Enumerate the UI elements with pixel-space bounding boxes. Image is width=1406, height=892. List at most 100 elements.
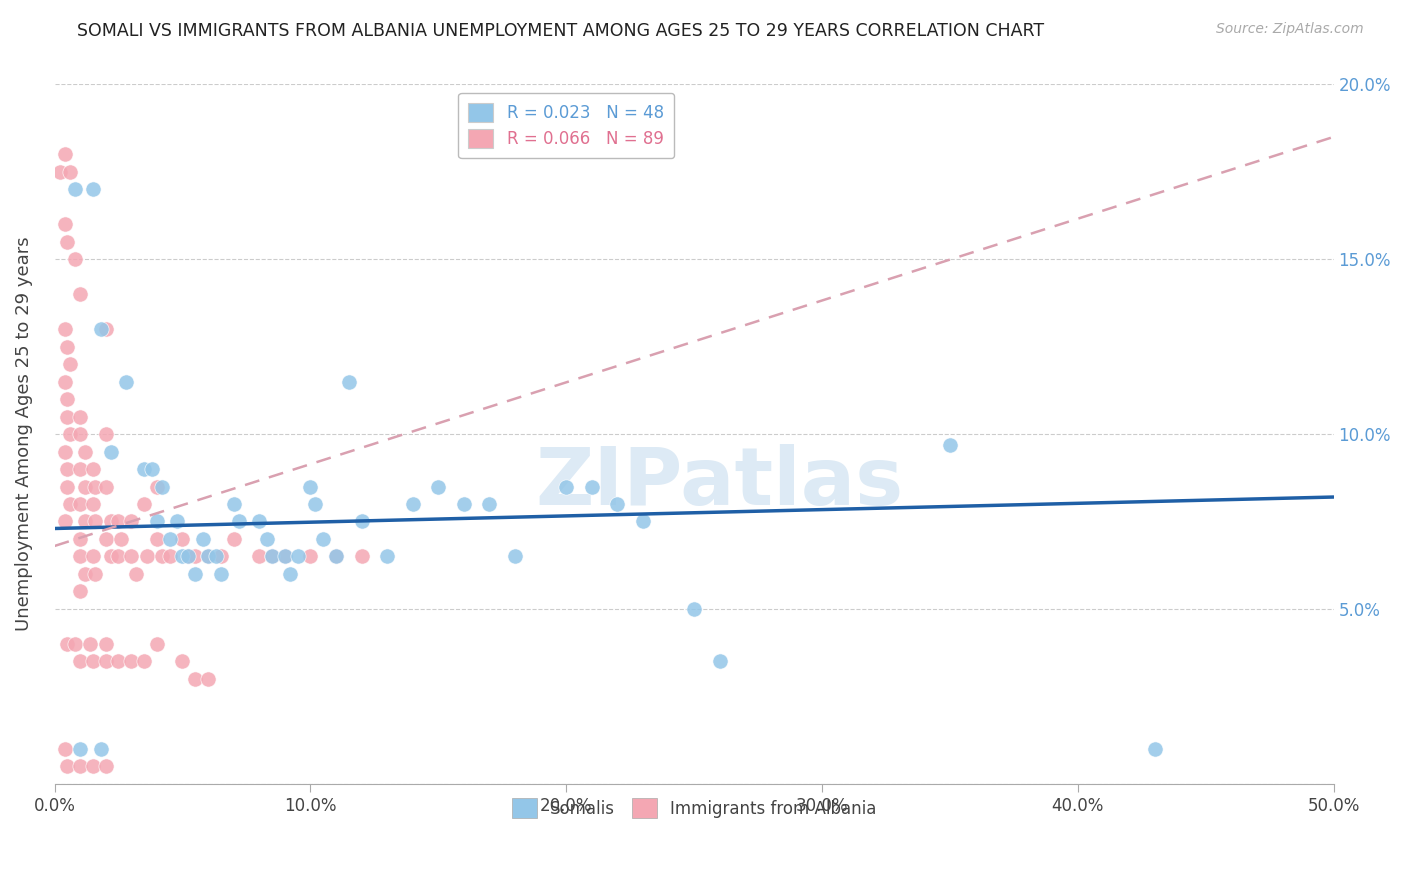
Point: [115, 375, 138, 389]
Point: [150, 479, 173, 493]
Point: [631, 515, 654, 529]
Point: [59, 427, 82, 442]
Point: [260, 549, 283, 564]
Point: [53, 217, 76, 231]
Point: [94, 637, 117, 651]
Point: [94, 759, 117, 773]
Point: [146, 479, 169, 493]
Point: [94, 654, 117, 668]
Point: [350, 549, 373, 564]
Point: [337, 375, 360, 389]
Point: [132, 654, 155, 668]
Point: [56, 479, 79, 493]
Point: [209, 549, 232, 564]
Point: [209, 566, 232, 581]
Point: [63, 182, 86, 196]
Legend: Somalis, Immigrants from Albania: Somalis, Immigrants from Albania: [505, 792, 883, 824]
Point: [453, 497, 475, 511]
Point: [172, 654, 194, 668]
Point: [1143, 741, 1166, 756]
Point: [94, 427, 117, 442]
Point: [110, 532, 132, 546]
Point: [375, 549, 398, 564]
Point: [82, 497, 104, 511]
Point: [90, 741, 112, 756]
Point: [146, 532, 169, 546]
Point: [69, 532, 91, 546]
Point: [350, 515, 373, 529]
Point: [53, 147, 76, 161]
Point: [56, 235, 79, 249]
Point: [503, 549, 526, 564]
Point: [69, 287, 91, 301]
Point: [53, 444, 76, 458]
Point: [581, 479, 603, 493]
Point: [53, 322, 76, 336]
Point: [683, 602, 706, 616]
Point: [260, 549, 283, 564]
Point: [94, 479, 117, 493]
Point: [287, 549, 309, 564]
Text: ZIPatlas: ZIPatlas: [536, 444, 904, 522]
Text: Source: ZipAtlas.com: Source: ZipAtlas.com: [1216, 22, 1364, 37]
Point: [256, 532, 278, 546]
Point: [325, 549, 347, 564]
Point: [82, 654, 104, 668]
Point: [141, 462, 163, 476]
Y-axis label: Unemployment Among Ages 25 to 29 years: Unemployment Among Ages 25 to 29 years: [15, 236, 32, 632]
Point: [228, 515, 250, 529]
Point: [56, 462, 79, 476]
Point: [427, 479, 450, 493]
Point: [75, 479, 97, 493]
Point: [53, 515, 76, 529]
Point: [132, 497, 155, 511]
Point: [166, 515, 188, 529]
Point: [90, 322, 112, 336]
Point: [107, 515, 129, 529]
Point: [274, 549, 297, 564]
Point: [222, 497, 245, 511]
Point: [56, 637, 79, 651]
Point: [150, 549, 173, 564]
Point: [197, 549, 219, 564]
Text: SOMALI VS IMMIGRANTS FROM ALBANIA UNEMPLOYMENT AMONG AGES 25 TO 29 YEARS CORRELA: SOMALI VS IMMIGRANTS FROM ALBANIA UNEMPL…: [77, 22, 1045, 40]
Point: [184, 566, 207, 581]
Point: [69, 759, 91, 773]
Point: [59, 497, 82, 511]
Point: [53, 375, 76, 389]
Point: [100, 444, 122, 458]
Point: [84, 566, 107, 581]
Point: [172, 532, 194, 546]
Point: [82, 759, 104, 773]
Point: [120, 549, 142, 564]
Point: [939, 437, 962, 451]
Point: [75, 566, 97, 581]
Point: [59, 357, 82, 371]
Point: [325, 549, 347, 564]
Point: [184, 549, 207, 564]
Point: [555, 479, 578, 493]
Point: [191, 532, 214, 546]
Point: [606, 497, 628, 511]
Point: [247, 549, 270, 564]
Point: [75, 444, 97, 458]
Point: [94, 532, 117, 546]
Point: [135, 549, 157, 564]
Point: [75, 515, 97, 529]
Point: [312, 532, 335, 546]
Point: [63, 637, 86, 651]
Point: [120, 654, 142, 668]
Point: [176, 549, 198, 564]
Point: [107, 549, 129, 564]
Point: [79, 637, 101, 651]
Point: [247, 515, 270, 529]
Point: [172, 549, 194, 564]
Point: [53, 741, 76, 756]
Point: [48, 165, 70, 179]
Point: [69, 409, 91, 424]
Point: [94, 322, 117, 336]
Point: [146, 637, 169, 651]
Point: [56, 340, 79, 354]
Point: [100, 549, 122, 564]
Point: [709, 654, 731, 668]
